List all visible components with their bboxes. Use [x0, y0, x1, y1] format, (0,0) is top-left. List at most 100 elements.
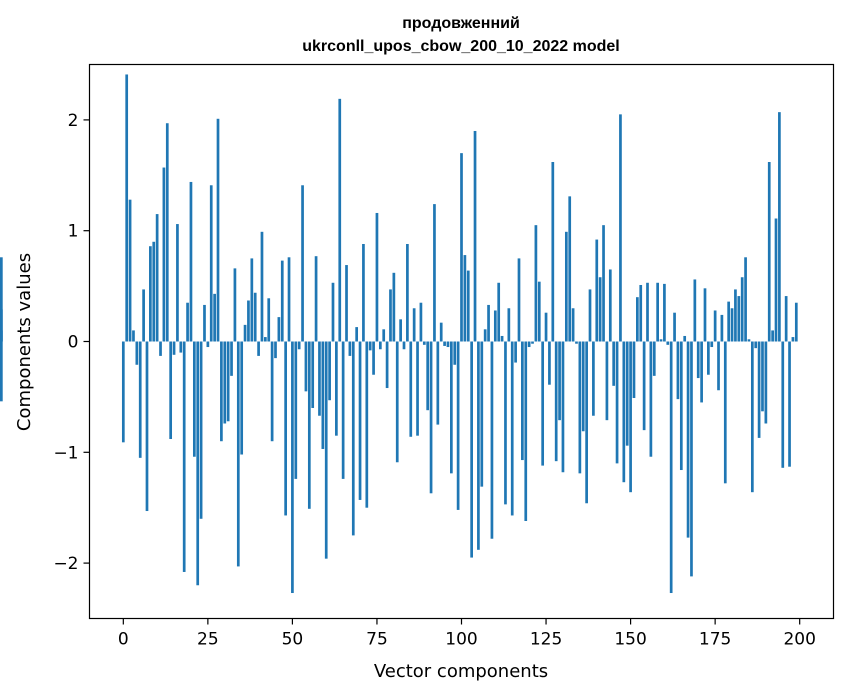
bar — [652, 341, 656, 376]
bar — [439, 322, 443, 342]
bar — [470, 341, 473, 558]
bar — [321, 341, 325, 449]
bar — [693, 279, 697, 342]
bar — [0, 309, 3, 342]
bar — [429, 341, 433, 494]
x-tick-label: 0 — [118, 630, 129, 650]
bar — [233, 268, 237, 342]
bar — [690, 341, 693, 577]
bar — [331, 282, 335, 342]
bar — [602, 225, 605, 342]
bar — [409, 341, 413, 437]
bar — [548, 341, 551, 385]
bar — [598, 277, 602, 342]
bar — [453, 341, 457, 365]
bar — [541, 341, 545, 466]
bar — [656, 282, 659, 342]
bar — [531, 341, 534, 344]
bar — [663, 283, 666, 342]
bar — [433, 204, 436, 342]
bar — [335, 341, 338, 436]
bar — [128, 199, 132, 342]
bar — [778, 112, 781, 342]
bar — [358, 341, 362, 500]
bar — [568, 196, 572, 342]
bar — [564, 231, 568, 342]
bar — [328, 341, 331, 401]
bar — [717, 341, 720, 391]
bar — [436, 341, 440, 425]
x-tick-label: 50 — [282, 630, 304, 650]
bar — [466, 270, 470, 342]
bar — [490, 341, 494, 539]
bar — [504, 341, 507, 505]
bar — [277, 317, 281, 342]
bar — [527, 341, 531, 348]
bar — [209, 185, 213, 342]
bar — [145, 341, 149, 512]
bar — [676, 341, 680, 400]
bar — [257, 341, 260, 356]
bar — [230, 341, 233, 376]
bar — [351, 341, 355, 536]
bar — [348, 341, 352, 356]
x-tick-label: 25 — [197, 630, 219, 650]
bar — [314, 256, 318, 342]
bar — [636, 297, 639, 342]
bar — [199, 341, 203, 519]
bar — [558, 341, 561, 421]
bar — [740, 277, 744, 342]
x-tick-label: 175 — [699, 630, 731, 650]
bar — [307, 341, 311, 509]
bar — [588, 289, 592, 342]
bar — [446, 341, 450, 348]
bar — [192, 341, 196, 457]
x-tick-label: 200 — [783, 630, 815, 650]
bar — [487, 304, 490, 342]
bar — [260, 231, 264, 342]
bar — [270, 341, 274, 442]
bar — [666, 341, 670, 345]
bar — [669, 341, 673, 594]
bar — [784, 296, 788, 342]
y-tick-label: −1 — [53, 443, 78, 463]
bar — [575, 341, 578, 344]
bar — [385, 341, 389, 389]
bar — [734, 289, 737, 342]
bar — [771, 330, 774, 342]
bar — [710, 341, 714, 348]
bar — [514, 341, 517, 363]
bar — [629, 341, 632, 493]
bar — [723, 341, 727, 484]
bar — [324, 341, 328, 559]
bar — [585, 341, 588, 504]
bar — [399, 319, 402, 342]
bar — [767, 162, 771, 342]
bar — [311, 341, 315, 408]
bar — [162, 167, 166, 342]
bar — [754, 341, 758, 349]
bar — [642, 341, 646, 431]
bar — [592, 341, 595, 416]
bar — [605, 341, 609, 421]
bar — [243, 324, 247, 342]
bar — [571, 308, 575, 342]
bar — [500, 335, 504, 342]
bar — [247, 300, 250, 342]
y-tick-label: −2 — [53, 554, 78, 574]
bar — [291, 341, 294, 594]
bar — [341, 341, 345, 479]
bar — [578, 341, 582, 474]
bar — [345, 265, 348, 342]
bar — [517, 258, 521, 342]
bar — [267, 298, 271, 342]
bar — [125, 74, 129, 342]
bar — [382, 329, 386, 342]
bar — [686, 341, 690, 538]
bar — [757, 341, 761, 438]
bar — [223, 341, 227, 424]
bar — [297, 341, 301, 350]
bar — [632, 341, 636, 399]
bar — [422, 341, 426, 345]
